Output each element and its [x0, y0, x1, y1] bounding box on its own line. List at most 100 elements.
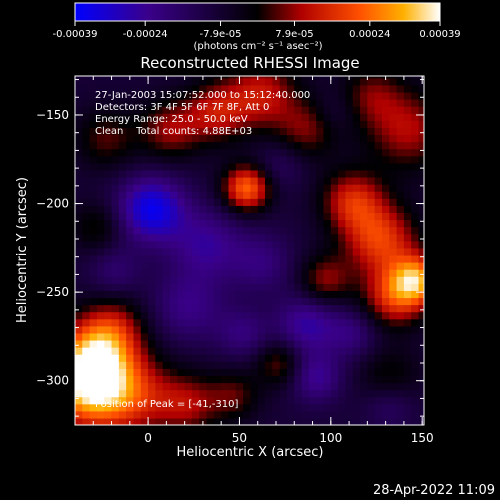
heatmap-cell: [170, 176, 178, 185]
heatmap-cell: [316, 169, 325, 178]
heatmap-cell: [323, 325, 332, 334]
heatmap-cell: [199, 396, 208, 405]
heatmap-cell: [82, 311, 91, 320]
heatmap-cell: [148, 155, 156, 164]
heatmap-cell: [75, 91, 83, 100]
heatmap-cell: [279, 311, 288, 320]
heatmap-cell: [184, 325, 193, 334]
heatmap-cell: [308, 276, 317, 284]
heatmap-cell: [338, 276, 347, 284]
heatmap-cell: [323, 283, 332, 291]
heatmap-cell: [374, 283, 383, 291]
colorbar-tick-label: -7.9e-05: [200, 29, 242, 40]
heatmap-cell: [381, 396, 390, 405]
heatmap-cell: [374, 332, 383, 341]
heatmap-cell: [170, 396, 178, 405]
heatmap-cell: [316, 297, 325, 306]
heatmap-cell: [96, 304, 105, 313]
heatmap-cell: [352, 162, 361, 171]
heatmap-cell: [418, 84, 424, 93]
heatmap-cell: [199, 332, 208, 341]
heatmap-cell: [367, 417, 376, 425]
heatmap-cell: [257, 77, 266, 86]
heatmap-cell: [126, 382, 135, 391]
heatmap-cell: [396, 375, 405, 384]
heatmap-cell: [243, 113, 252, 121]
heatmap-cell: [360, 99, 368, 107]
heatmap-cell: [389, 84, 398, 93]
heatmap-cell: [250, 77, 259, 86]
heatmap-cell: [89, 332, 98, 341]
heatmap-cell: [243, 417, 252, 425]
heatmap-cell: [330, 325, 339, 334]
heatmap-cell: [272, 262, 281, 270]
heatmap-cell: [286, 106, 295, 114]
heatmap-cell: [133, 76, 142, 79]
heatmap-cell: [360, 191, 368, 199]
heatmap-cell: [235, 134, 244, 143]
heatmap-cell: [265, 311, 273, 320]
heatmap-cell: [148, 375, 156, 384]
heatmap-cell: [381, 219, 390, 228]
heatmap-cell: [250, 169, 259, 178]
heatmap-cell: [323, 311, 332, 320]
heatmap-cell: [403, 347, 412, 355]
heatmap-cell: [82, 212, 91, 221]
heatmap-cell: [367, 368, 376, 376]
heatmap-cell: [330, 127, 339, 136]
heatmap-cell: [155, 276, 164, 284]
heatmap-cell: [257, 368, 266, 376]
heatmap-cell: [104, 113, 113, 121]
heatmap-cell: [265, 176, 273, 185]
heatmap-cell: [140, 382, 149, 391]
heatmap-cell: [367, 84, 376, 93]
heatmap-cell: [338, 134, 347, 143]
heatmap-cell: [316, 290, 325, 299]
heatmap-cell: [396, 276, 405, 284]
heatmap-cell: [308, 191, 317, 199]
heatmap-cell: [279, 354, 288, 362]
heatmap-cell: [301, 106, 310, 114]
heatmap-cell: [199, 247, 208, 256]
heatmap-cell: [338, 297, 347, 306]
heatmap-cell: [330, 368, 339, 376]
heatmap-cell: [228, 155, 237, 164]
heatmap-cell: [243, 141, 252, 150]
heatmap-cell: [184, 106, 193, 114]
heatmap-cell: [206, 297, 215, 306]
heatmap-cell: [316, 91, 325, 100]
heatmap-cell: [75, 212, 83, 221]
heatmap-cell: [96, 339, 105, 348]
heatmap-cell: [294, 141, 303, 150]
heatmap-cell: [257, 169, 266, 178]
heatmap-cell: [323, 113, 332, 121]
heatmap-cell: [213, 368, 222, 376]
heatmap-cell: [89, 382, 98, 391]
colorbar-ticks: [74, 21, 441, 26]
heatmap-cell: [330, 361, 339, 369]
heatmap-cell: [184, 148, 193, 157]
heatmap-cell: [133, 169, 142, 178]
heatmap-cell: [191, 155, 200, 164]
heatmap-cell: [294, 318, 303, 327]
heatmap-cell: [221, 361, 230, 369]
heatmap-cell: [301, 283, 310, 291]
heatmap-cell: [396, 382, 405, 391]
heatmap-cell: [221, 148, 230, 157]
heatmap-cell: [133, 77, 142, 86]
heatmap-cell: [396, 262, 405, 270]
heatmap-cell: [301, 169, 310, 178]
heatmap-cell: [111, 318, 120, 327]
heatmap-cell: [199, 113, 208, 121]
heatmap-cell: [235, 191, 244, 199]
heatmap-cell: [396, 184, 405, 192]
heatmap-cell: [250, 375, 259, 384]
heatmap-cell: [330, 233, 339, 242]
heatmap-cell: [352, 283, 361, 291]
heatmap-cell: [111, 247, 120, 256]
heatmap-cell: [75, 77, 83, 86]
heatmap-cell: [316, 318, 325, 327]
heatmap-cell: [133, 389, 142, 398]
heatmap-cell: [352, 361, 361, 369]
heatmap-cell: [104, 162, 113, 171]
